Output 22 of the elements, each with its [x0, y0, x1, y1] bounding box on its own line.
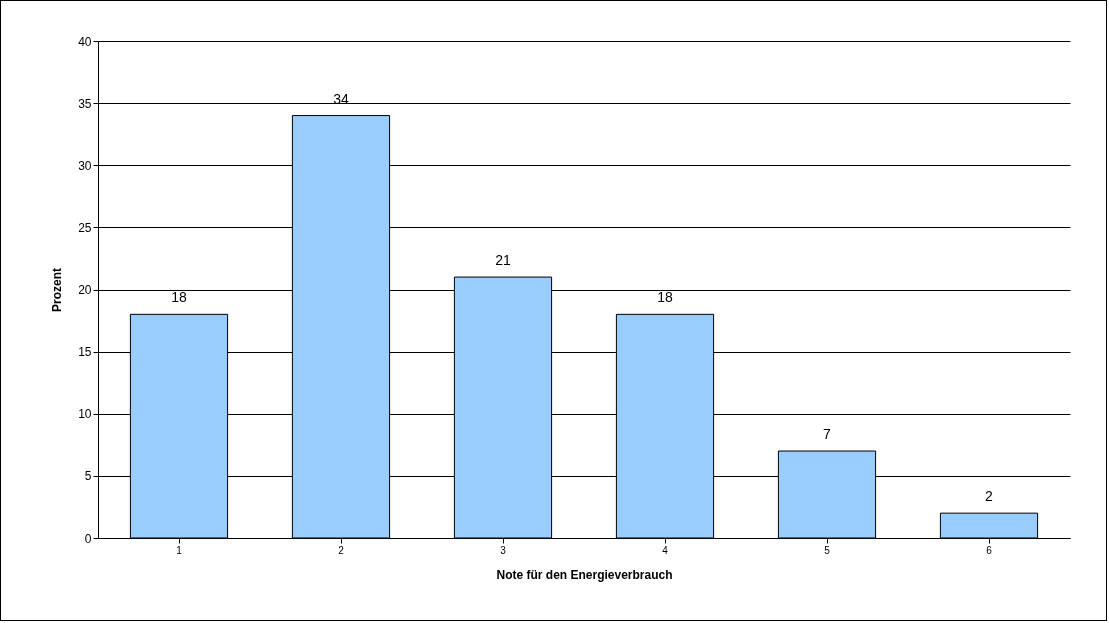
x-tick-label: 2	[338, 544, 345, 556]
data-label: 21	[495, 252, 511, 269]
x-tick-label: 6	[986, 544, 993, 556]
data-label: 18	[171, 289, 187, 306]
y-tick-label: 35	[78, 96, 92, 111]
y-tick-label: 15	[78, 345, 92, 360]
y-tick-label: 10	[78, 407, 92, 422]
y-axis-title: Prozent	[50, 267, 65, 313]
x-tick-label: 5	[824, 544, 831, 556]
y-tick-label: 25	[78, 220, 92, 235]
data-label: 2	[985, 488, 994, 505]
x-tick-label: 1	[176, 544, 183, 556]
y-tick-label: 40	[78, 34, 92, 49]
x-tick-label: 3	[500, 544, 507, 556]
x-axis-title: Note für den Energieverbrauch	[496, 567, 673, 582]
x-tick-label: 4	[662, 544, 669, 556]
data-label: 7	[823, 426, 832, 443]
data-label: 18	[657, 289, 673, 306]
y-tick-label: 0	[84, 531, 92, 546]
y-tick-label: 5	[84, 469, 92, 484]
y-tick-label: 30	[78, 158, 92, 173]
y-tick-label: 20	[78, 283, 92, 297]
